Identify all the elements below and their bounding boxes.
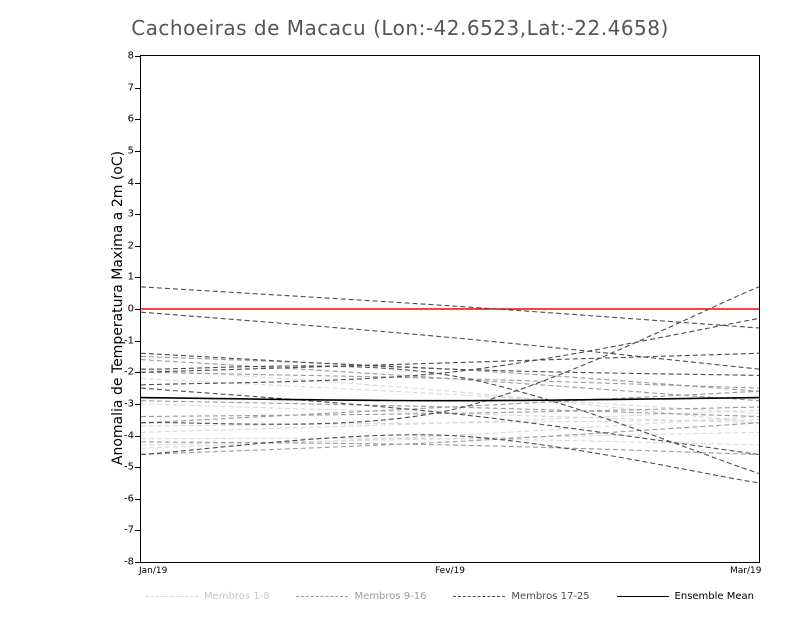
plot-area: [140, 55, 760, 563]
y-tick-label: -4: [124, 430, 134, 441]
series-line: [141, 286, 759, 425]
y-tick-label: 7: [127, 82, 134, 94]
y-tick-mark: [135, 562, 141, 563]
y-tick-mark: [135, 499, 141, 500]
y-tick-label: 4: [127, 177, 134, 188]
legend-label: Membros 1-8: [204, 590, 270, 602]
legend-label: Membros 9-16: [354, 590, 427, 602]
legend-item: Membros 17-25: [453, 590, 590, 602]
y-tick-mark: [135, 119, 141, 120]
series-line: [141, 352, 759, 376]
y-tick-label: -1: [124, 335, 134, 347]
legend-item: Membros 9-16: [296, 591, 426, 602]
legend-label: Membros 17-25: [511, 590, 590, 602]
series-line: [141, 400, 759, 418]
x-tick-label: Fev/19: [435, 566, 466, 576]
y-tick-mark: [135, 56, 141, 57]
chart-legend: Membros 1-8 Membros 9-16 Membros 17-25 Ense…: [140, 586, 760, 606]
y-tick-label: 2: [127, 240, 134, 252]
legend-label: Ensemble Mean: [674, 590, 754, 602]
series-line: [141, 437, 759, 446]
series-line: [141, 311, 759, 370]
y-tick-mark: [135, 277, 141, 278]
y-tick-mark: [135, 530, 141, 531]
series-line: [141, 378, 759, 414]
y-tick-mark: [135, 151, 141, 152]
legend-swatch: [616, 595, 669, 597]
series-line: [141, 371, 759, 389]
y-tick-label: 8: [127, 50, 134, 62]
y-tick-mark: [135, 214, 141, 215]
series-line: [141, 415, 759, 449]
series-line: [141, 352, 759, 373]
y-tick-label: 6: [127, 113, 134, 125]
series-line: [141, 355, 759, 392]
y-tick-label: -8: [124, 556, 134, 568]
series-line: [141, 431, 759, 446]
legend-swatch: [296, 595, 349, 597]
series-line: [141, 406, 759, 418]
legend-swatch: [146, 595, 198, 597]
y-tick-mark: [135, 246, 141, 247]
series-line: [141, 403, 759, 424]
y-tick-label: -3: [124, 398, 134, 410]
series-line: [141, 387, 759, 456]
series-line: [141, 422, 759, 456]
y-tick-label: 5: [127, 145, 134, 157]
series-line: [141, 434, 759, 484]
y-tick-mark: [135, 183, 141, 184]
series-line: [141, 419, 759, 427]
series-line: [141, 441, 759, 456]
legend-item: Membros 1-8: [146, 591, 270, 602]
chart-title: Cachoeiras de Macacu (Lon:-42.6523,Lat:-…: [131, 16, 669, 40]
y-tick-label: 0: [127, 303, 134, 315]
series-line: [141, 368, 759, 424]
series-line: [141, 317, 759, 386]
x-tick-label: Mar/19: [730, 566, 762, 576]
y-tick-label: -5: [124, 461, 134, 473]
y-tick-label: -2: [124, 366, 134, 378]
y-tick-label: 1: [127, 271, 134, 283]
y-tick-mark: [135, 404, 141, 405]
legend-item: Ensemble Mean: [616, 590, 754, 602]
series-line: [141, 396, 759, 402]
legend-swatch: [453, 595, 506, 597]
y-tick-label: -7: [124, 524, 134, 536]
series-line: [141, 409, 759, 433]
y-tick-label: 3: [127, 208, 134, 220]
plot-lines: [141, 286, 759, 484]
y-tick-mark: [135, 88, 141, 89]
y-tick-label: -6: [124, 493, 134, 505]
series-line: [141, 286, 759, 329]
y-tick-mark: [135, 436, 141, 437]
y-tick-mark: [135, 341, 141, 342]
x-tick-label: Jan/19: [139, 566, 168, 576]
series-line: [141, 359, 759, 402]
y-tick-mark: [135, 467, 141, 468]
series-line: [141, 365, 759, 474]
y-tick-mark: [135, 309, 141, 310]
y-tick-mark: [135, 372, 141, 373]
